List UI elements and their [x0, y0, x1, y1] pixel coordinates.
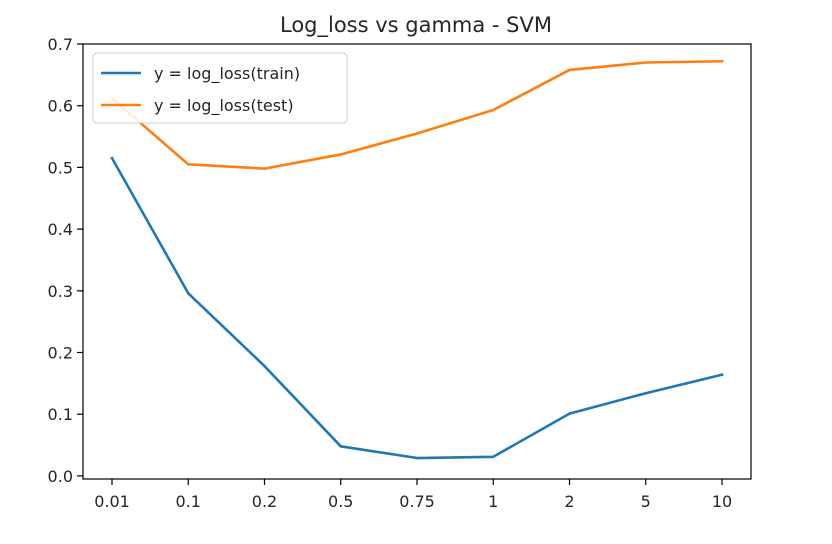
data-point [263, 167, 266, 170]
y-tick-label: 0.3 [48, 282, 73, 301]
data-point [568, 412, 571, 415]
x-tick-label: 0.5 [328, 492, 353, 511]
data-point [339, 444, 343, 448]
data-point [720, 373, 724, 377]
data-point [263, 364, 266, 368]
y-tick-label: 0.1 [48, 405, 73, 424]
legend-label: y = log_loss(test) [154, 96, 294, 116]
legend-label: y = log_loss(train) [154, 64, 300, 84]
data-point [110, 156, 114, 160]
x-tick-label: 0.01 [94, 492, 130, 511]
x-tick-label: 10 [712, 492, 732, 511]
chart-title: Log_loss vs gamma - SVM [280, 13, 552, 38]
y-tick-label: 0.0 [48, 467, 73, 486]
y-tick-label: 0.5 [48, 158, 73, 177]
data-point [568, 68, 571, 72]
data-point [720, 59, 724, 63]
axes: 0.0 0.1 0.2 0.3 0.4 0.5 0.6 0.7 0.01 0.1 0.2 0.5 0.7… [48, 35, 752, 511]
legend-box [92, 52, 348, 124]
y-tick-label: 0.4 [48, 220, 73, 239]
x-tick-label: 2 [564, 492, 574, 511]
y-tick-label: 0.6 [48, 97, 73, 116]
x-tick-label: 0.2 [252, 492, 277, 511]
y-tick-label: 0.2 [48, 344, 73, 363]
data-point [186, 291, 190, 295]
data-point [415, 132, 419, 135]
data-point [491, 455, 495, 459]
x-tick-label: 0.1 [176, 492, 201, 511]
x-tick-label: 0.75 [399, 492, 435, 511]
data-point [644, 61, 648, 64]
data-point [415, 456, 419, 460]
x-tick-label: 1 [488, 492, 498, 511]
legend: y = log_loss(train)y = log_loss(test) [92, 52, 348, 124]
series-line-train [110, 156, 724, 460]
data-point [339, 153, 343, 156]
data-point [186, 163, 190, 166]
x-tick-label: 5 [641, 492, 651, 511]
data-point [491, 108, 495, 112]
y-tick-label: 0.7 [48, 35, 73, 54]
data-point [644, 391, 648, 395]
